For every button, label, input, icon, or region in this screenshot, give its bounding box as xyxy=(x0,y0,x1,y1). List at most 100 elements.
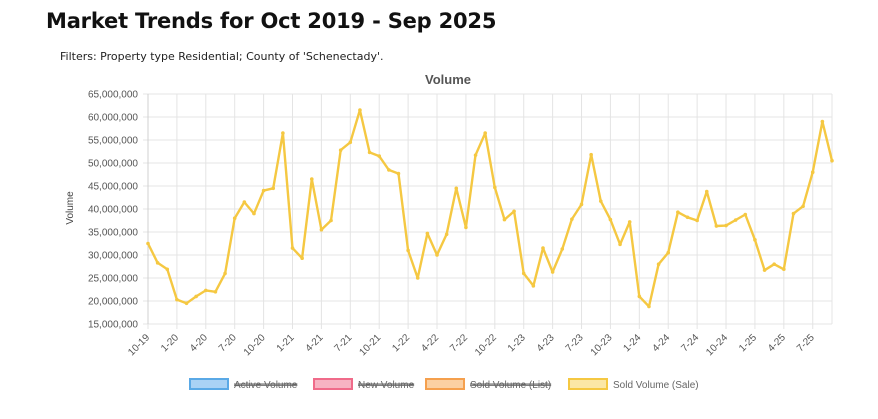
data-point[interactable] xyxy=(338,148,343,152)
data-point[interactable] xyxy=(464,225,468,230)
data-point[interactable] xyxy=(733,218,738,222)
data-point[interactable] xyxy=(377,154,382,158)
data-point[interactable] xyxy=(415,276,420,280)
data-point[interactable] xyxy=(387,168,391,172)
data-point[interactable] xyxy=(589,152,593,157)
data-point[interactable] xyxy=(830,158,834,163)
y-axis: 15,000,000 20,000,000 25,000,000 30,000,000… xyxy=(88,90,138,331)
legend-item[interactable]: Active Volume xyxy=(189,378,298,391)
x-tick-label: 4-23 xyxy=(535,332,557,354)
y-tick-label: 40,000,000 xyxy=(88,205,138,216)
data-point[interactable] xyxy=(608,217,613,222)
data-point[interactable] xyxy=(724,223,728,228)
data-point[interactable] xyxy=(531,284,536,288)
data-point[interactable] xyxy=(358,108,362,112)
data-point[interactable] xyxy=(146,241,150,246)
data-point[interactable] xyxy=(194,294,198,299)
data-point[interactable] xyxy=(165,267,170,272)
data-point[interactable] xyxy=(695,218,699,223)
data-point[interactable] xyxy=(579,202,584,207)
data-point[interactable] xyxy=(666,250,671,255)
data-point[interactable] xyxy=(782,267,786,272)
x-tick-label: 7-23 xyxy=(564,332,586,354)
data-point[interactable] xyxy=(676,210,680,215)
x-tick-label: 7-21 xyxy=(332,332,354,354)
data-point[interactable] xyxy=(348,140,353,145)
data-point[interactable] xyxy=(425,231,430,236)
x-axis: 10-19 1-20 4-20 7-20 10-20 1-21 4-21 7-21 10-21 1… xyxy=(126,332,817,358)
data-point[interactable] xyxy=(184,301,189,306)
data-point[interactable] xyxy=(204,288,208,293)
y-tick-label: 65,000,000 xyxy=(88,90,138,101)
data-point[interactable] xyxy=(550,270,555,274)
data-point[interactable] xyxy=(232,216,237,220)
series-layer xyxy=(146,108,834,309)
data-point[interactable] xyxy=(223,271,227,276)
data-point[interactable] xyxy=(820,119,825,124)
data-point[interactable] xyxy=(213,290,218,294)
data-point[interactable] xyxy=(502,217,507,222)
data-point[interactable] xyxy=(810,170,815,174)
legend-item[interactable]: Sold Volume (List) xyxy=(425,378,552,391)
data-point[interactable] xyxy=(242,200,247,204)
data-point[interactable] xyxy=(473,153,478,157)
y-tick-label: 35,000,000 xyxy=(88,228,138,239)
x-tick-label: 7-22 xyxy=(448,332,470,354)
data-point[interactable] xyxy=(261,188,266,193)
data-point[interactable] xyxy=(704,189,709,194)
data-point[interactable] xyxy=(396,171,401,176)
data-point[interactable] xyxy=(521,271,526,276)
data-point[interactable] xyxy=(570,217,574,221)
data-point[interactable] xyxy=(281,131,285,135)
x-tick-label: 10-22 xyxy=(473,332,499,358)
data-point[interactable] xyxy=(271,186,276,191)
legend-item[interactable]: New Volume xyxy=(313,378,415,391)
data-point[interactable] xyxy=(656,262,661,267)
y-axis-label: Volume xyxy=(65,191,76,225)
data-point[interactable] xyxy=(560,247,565,251)
chart-title: Volume xyxy=(425,72,471,87)
data-point[interactable] xyxy=(444,232,449,237)
legend-label: New Volume xyxy=(358,380,415,391)
data-point[interactable] xyxy=(685,215,690,220)
data-point[interactable] xyxy=(319,227,324,232)
data-point[interactable] xyxy=(454,186,459,191)
data-point[interactable] xyxy=(367,150,372,155)
filters-text: Filters: Property type Residential; Coun… xyxy=(60,50,384,63)
data-point[interactable] xyxy=(791,211,796,216)
data-point[interactable] xyxy=(329,218,333,223)
legend-label: Active Volume xyxy=(234,380,298,391)
data-point[interactable] xyxy=(435,253,439,257)
data-point[interactable] xyxy=(309,177,314,181)
data-point[interactable] xyxy=(743,212,748,217)
legend-swatch xyxy=(425,378,465,390)
data-point[interactable] xyxy=(483,131,487,135)
y-tick-label: 60,000,000 xyxy=(88,113,138,124)
x-tick-label: 7-24 xyxy=(679,332,701,354)
data-point[interactable] xyxy=(512,209,516,214)
data-point[interactable] xyxy=(300,256,304,261)
data-point[interactable] xyxy=(637,294,642,299)
legend-item[interactable]: Sold Volume (Sale) xyxy=(568,378,699,391)
data-point[interactable] xyxy=(252,211,256,216)
x-tick-label: 1-20 xyxy=(159,332,181,354)
x-tick-label: 10-23 xyxy=(589,332,615,358)
data-point[interactable] xyxy=(647,304,651,309)
data-point[interactable] xyxy=(714,224,719,228)
data-point[interactable] xyxy=(493,185,497,190)
data-point[interactable] xyxy=(598,199,603,203)
data-point[interactable] xyxy=(406,248,410,253)
data-point[interactable] xyxy=(753,238,757,242)
data-point[interactable] xyxy=(772,262,776,267)
data-point[interactable] xyxy=(290,246,295,250)
data-point[interactable] xyxy=(618,242,622,247)
legend-swatch xyxy=(313,378,353,390)
data-point[interactable] xyxy=(627,220,632,224)
x-tick-label: 10-19 xyxy=(126,332,152,358)
data-point[interactable] xyxy=(541,246,545,250)
data-point[interactable] xyxy=(801,204,805,209)
data-point[interactable] xyxy=(762,268,767,272)
x-tick-label: 1-24 xyxy=(622,332,644,354)
data-point[interactable] xyxy=(155,261,160,265)
data-point[interactable] xyxy=(175,297,179,302)
